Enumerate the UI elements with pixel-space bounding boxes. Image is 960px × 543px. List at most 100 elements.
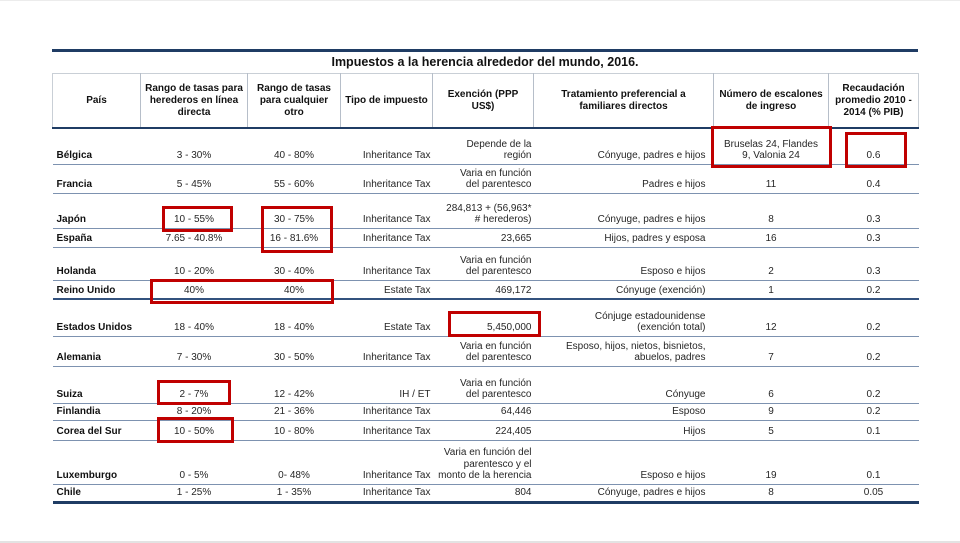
cell-revenue: 0.2 bbox=[828, 366, 919, 404]
cell-other_rate: 18 - 40% bbox=[247, 299, 341, 337]
column-header-rango-directa: Rango de tasas para herederos en línea d… bbox=[140, 73, 248, 129]
cell-exemption: Varia en función del parentesco y el mon… bbox=[432, 440, 534, 485]
cell-revenue: 0.2 bbox=[828, 280, 919, 300]
cell-direct_rate: 3 - 30% bbox=[140, 128, 248, 165]
table-sheet: Impuestos a la herencia alrededor del mu… bbox=[52, 49, 919, 504]
cell-direct_rate: 7 - 30% bbox=[140, 336, 248, 367]
cell-exemption: 284,813 + (56,963* # herederos) bbox=[432, 193, 534, 229]
column-header-tratamiento: Tratamiento preferencial a familiares di… bbox=[533, 73, 714, 129]
cell-preferential: Esposo e hijos bbox=[533, 440, 714, 485]
cell-tax_type: Inheritance Tax bbox=[340, 228, 433, 248]
cell-other_rate: 30 - 40% bbox=[247, 247, 341, 281]
cell-other_rate: 30 - 75% bbox=[247, 193, 341, 229]
cell-exemption: Depende de la región bbox=[432, 128, 534, 165]
cell-country: Bélgica bbox=[52, 128, 141, 165]
cell-country: Estados Unidos bbox=[52, 299, 141, 337]
cell-exemption: 469,172 bbox=[432, 280, 534, 300]
cell-direct_rate: 7.65 - 40.8% bbox=[140, 228, 248, 248]
cell-other_rate: 1 - 35% bbox=[247, 484, 341, 504]
cell-country: Suiza bbox=[52, 366, 141, 404]
table-row: Francia 5 - 45% 55 - 60% Inheritance Tax Var… bbox=[52, 164, 919, 194]
cell-brackets: Bruselas 24, Flandes 9, Valonia 24 bbox=[713, 128, 829, 165]
cell-country: Holanda bbox=[52, 247, 141, 281]
cell-other_rate: 21 - 36% bbox=[247, 403, 341, 421]
cell-direct_rate: 10 - 55% bbox=[140, 193, 248, 229]
cell-revenue: 0.1 bbox=[828, 420, 919, 441]
cell-tax_type: Inheritance Tax bbox=[340, 247, 433, 281]
cell-direct_rate: 8 - 20% bbox=[140, 403, 248, 421]
cell-revenue: 0.2 bbox=[828, 299, 919, 337]
cell-country: Reino Unido bbox=[52, 280, 141, 300]
cell-exemption: 5,450,000 bbox=[432, 299, 534, 337]
inheritance-tax-table: País Rango de tasas para herederos en lí… bbox=[52, 73, 919, 504]
cell-exemption: 224,405 bbox=[432, 420, 534, 441]
cell-preferential: Padres e hijos bbox=[533, 164, 714, 194]
cell-revenue: 0.05 bbox=[828, 484, 919, 504]
cell-preferential: Esposo e hijos bbox=[533, 247, 714, 281]
table-row: Holanda 10 - 20% 30 - 40% Inheritance Tax Va… bbox=[52, 247, 919, 281]
cell-brackets: 19 bbox=[713, 440, 829, 485]
cell-revenue: 0.3 bbox=[828, 228, 919, 248]
cell-other_rate: 0- 48% bbox=[247, 440, 341, 485]
page-title: Impuestos a la herencia alrededor del mu… bbox=[331, 55, 639, 69]
table-row: Reino Unido 40% 40% Estate Tax 469,172 Cónyug… bbox=[52, 280, 919, 300]
cell-revenue: 0.4 bbox=[828, 164, 919, 194]
table-body: Bélgica 3 - 30% 40 - 80% Inheritance Tax Dep… bbox=[52, 128, 919, 504]
cell-revenue: 0.2 bbox=[828, 403, 919, 421]
column-header-escalones: Número de escalones de ingreso bbox=[713, 73, 829, 129]
cell-tax_type: Inheritance Tax bbox=[340, 164, 433, 194]
cell-revenue: 0.1 bbox=[828, 440, 919, 485]
table-row: Suiza 2 - 7% 12 - 42% IH / ET Varia en funci… bbox=[52, 366, 919, 404]
cell-brackets: 1 bbox=[713, 280, 829, 300]
cell-other_rate: 16 - 81.6% bbox=[247, 228, 341, 248]
cell-brackets: 5 bbox=[713, 420, 829, 441]
cell-tax_type: Inheritance Tax bbox=[340, 420, 433, 441]
cell-country: Finlandia bbox=[52, 403, 141, 421]
cell-revenue: 0.6 bbox=[828, 128, 919, 165]
cell-direct_rate: 0 - 5% bbox=[140, 440, 248, 485]
cell-preferential: Cónyuge (exención) bbox=[533, 280, 714, 300]
cell-direct_rate: 10 - 50% bbox=[140, 420, 248, 441]
cell-other_rate: 30 - 50% bbox=[247, 336, 341, 367]
cell-exemption: 804 bbox=[432, 484, 534, 504]
cell-other_rate: 40% bbox=[247, 280, 341, 300]
cell-preferential: Hijos bbox=[533, 420, 714, 441]
cell-preferential: Cónyuge, padres e hijos bbox=[533, 128, 714, 165]
table-row: Chile 1 - 25% 1 - 35% Inheritance Tax 804 Cón… bbox=[52, 484, 919, 504]
cell-brackets: 2 bbox=[713, 247, 829, 281]
cell-other_rate: 10 - 80% bbox=[247, 420, 341, 441]
cell-brackets: 9 bbox=[713, 403, 829, 421]
cell-country: Japón bbox=[52, 193, 141, 229]
cell-revenue: 0.3 bbox=[828, 193, 919, 229]
table-header: País Rango de tasas para herederos en lí… bbox=[52, 73, 919, 129]
table-row: Alemania 7 - 30% 30 - 50% Inheritance Tax Va… bbox=[52, 336, 919, 367]
table-row: Luxemburgo 0 - 5% 0- 48% Inheritance Tax Var… bbox=[52, 440, 919, 485]
cell-other_rate: 55 - 60% bbox=[247, 164, 341, 194]
cell-direct_rate: 1 - 25% bbox=[140, 484, 248, 504]
cell-preferential: Cónyuge bbox=[533, 366, 714, 404]
column-header-exencion: Exención (PPP US$) bbox=[432, 73, 534, 129]
table-row: España 7.65 - 40.8% 16 - 81.6% Inheritance … bbox=[52, 228, 919, 248]
cell-other_rate: 12 - 42% bbox=[247, 366, 341, 404]
cell-tax_type: Estate Tax bbox=[340, 299, 433, 337]
cell-country: Francia bbox=[52, 164, 141, 194]
cell-direct_rate: 5 - 45% bbox=[140, 164, 248, 194]
cell-country: Luxemburgo bbox=[52, 440, 141, 485]
table-row: Bélgica 3 - 30% 40 - 80% Inheritance Tax Dep… bbox=[52, 128, 919, 165]
top-divider bbox=[52, 49, 918, 52]
table-row: Estados Unidos 18 - 40% 18 - 40% Estate Tax… bbox=[52, 299, 919, 337]
cell-tax_type: Inheritance Tax bbox=[340, 193, 433, 229]
cell-preferential: Cónjuge estadounidense (exención total) bbox=[533, 299, 714, 337]
cell-brackets: 6 bbox=[713, 366, 829, 404]
column-header-rango-otro: Rango de tasas para cualquier otro bbox=[247, 73, 341, 129]
cell-exemption: 64,446 bbox=[432, 403, 534, 421]
cell-brackets: 16 bbox=[713, 228, 829, 248]
cell-direct_rate: 40% bbox=[140, 280, 248, 300]
cell-brackets: 8 bbox=[713, 484, 829, 504]
cell-direct_rate: 2 - 7% bbox=[140, 366, 248, 404]
cell-other_rate: 40 - 80% bbox=[247, 128, 341, 165]
cell-brackets: 7 bbox=[713, 336, 829, 367]
cell-country: España bbox=[52, 228, 141, 248]
column-header-recaudacion: Recaudación promedio 2010 - 2014 (% PIB) bbox=[828, 73, 919, 129]
